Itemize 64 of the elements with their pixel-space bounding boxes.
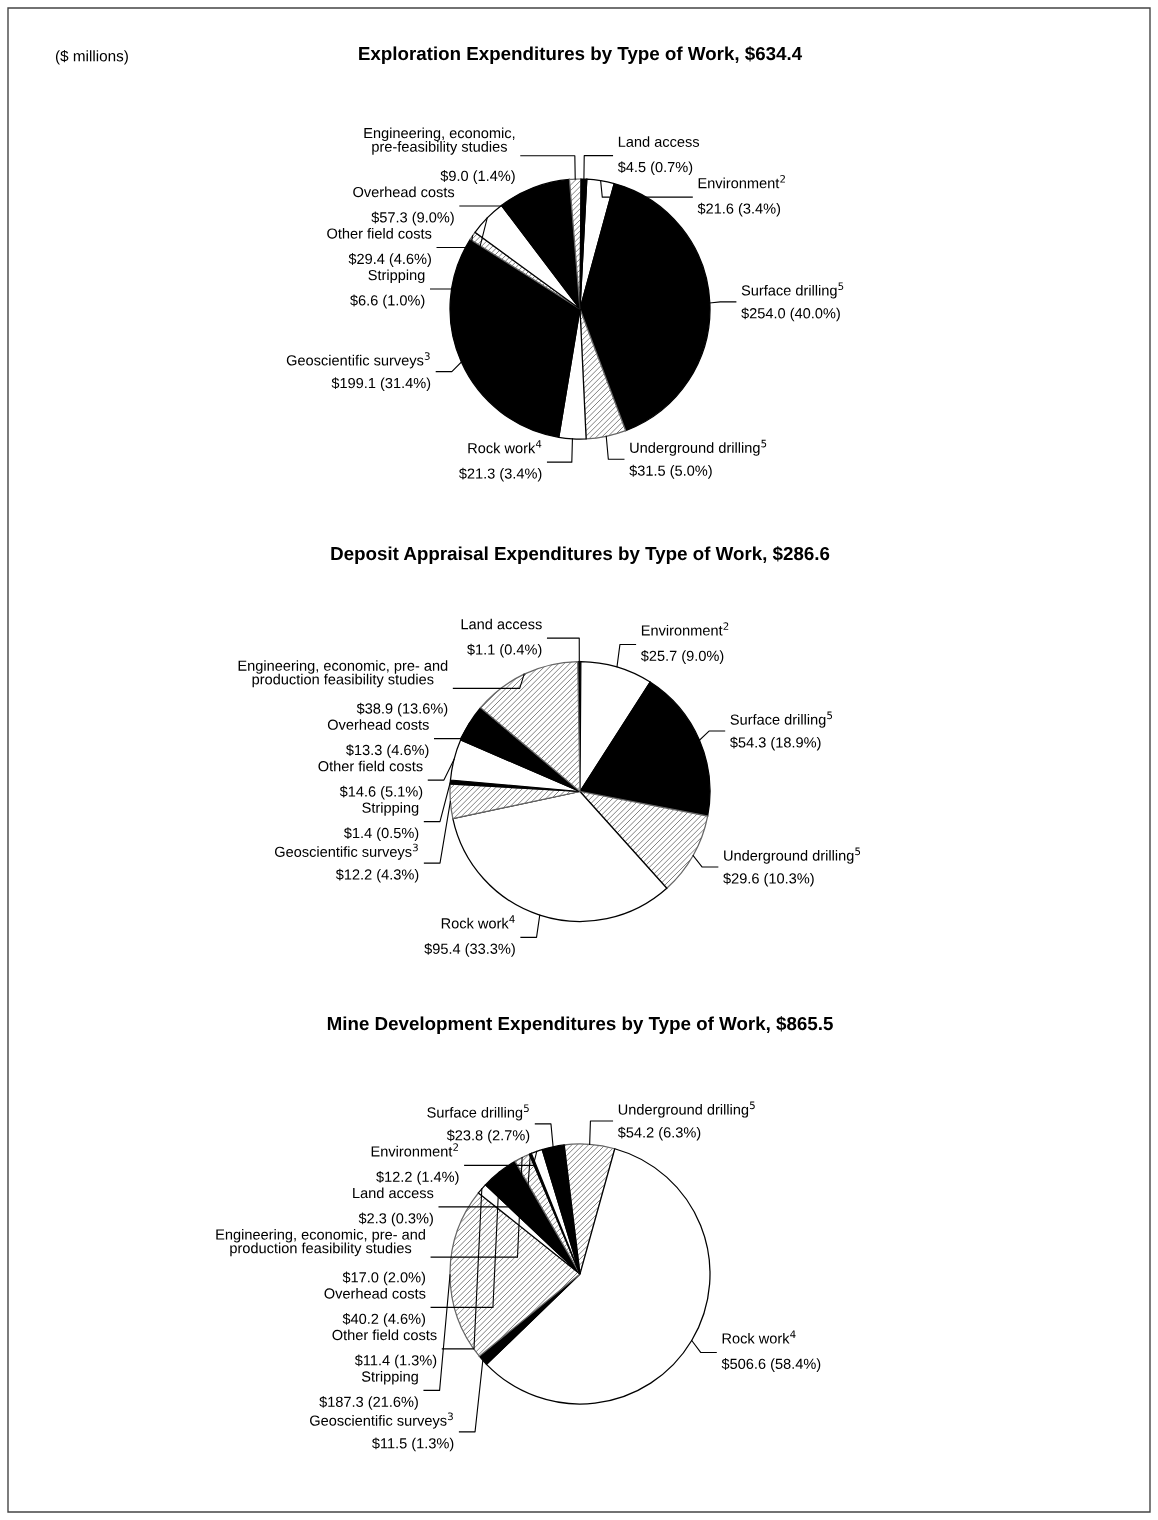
slice-label: Land access	[461, 618, 542, 630]
slice-label: Stripping	[368, 269, 425, 284]
data-label: $25.7 (9.0%)	[640, 650, 724, 664]
data-label: $2.3 (0.3%)	[358, 1212, 433, 1227]
slice-label: Stripping	[361, 1370, 418, 1385]
data-label: $13.3 (4.6%)	[346, 744, 429, 759]
data-label: $54.3 (18.9%)	[729, 736, 821, 751]
slice-label: Rock work$^{4}$	[468, 440, 542, 454]
slice-label: Underground drilling$^{5}$	[630, 439, 767, 456]
chart-title: Mine Development Expenditures by Type of Work, $865.5	[327, 1016, 833, 1034]
data-label: $254.0 (40.0%)	[741, 307, 840, 322]
slice-label: Engineering, economic, pre-feasibility studies	[364, 127, 515, 155]
slice-label: Rock work$^{4}$	[722, 1330, 796, 1344]
data-label: $11.5 (1.3%)	[371, 1437, 454, 1452]
slice-label: Other field costs	[327, 228, 432, 239]
data-label: $1.4 (0.5%)	[343, 827, 419, 842]
chart-title: Exploration Expenditures by Type of Work, $634.4	[359, 46, 803, 64]
data-label: $4.5 (0.7%)	[617, 161, 693, 176]
slice-label: Geoscientific surveys$^{3}$	[286, 352, 430, 369]
slice-label: Surface drilling$^{5}$	[730, 711, 833, 728]
data-label: $21.3 (3.4%)	[458, 467, 542, 482]
slice-label: Engineering, economic, pre- and production feasibility studies	[216, 1228, 425, 1257]
data-label: $40.2 (4.6%)	[342, 1313, 426, 1327]
data-label: $12.2 (1.4%)	[376, 1171, 459, 1185]
data-label: $14.6 (5.1%)	[339, 785, 423, 800]
slice-label: Surface drilling$^{5}$	[427, 1104, 529, 1121]
slice-label: Overhead costs	[324, 1287, 426, 1299]
slice-label: Other field costs	[318, 760, 423, 772]
slice-label: Underground drilling$^{5}$	[618, 1101, 755, 1118]
slice-label: Other field costs	[332, 1329, 437, 1341]
data-label: $31.5 (5.0%)	[629, 464, 712, 479]
slice-label: Geoscientific surveys$^{3}$	[310, 1412, 453, 1429]
text: ($ millions)	[55, 49, 128, 65]
data-label: $95.4 (33.3%)	[424, 942, 515, 957]
data-label: $23.8 (2.7%)	[446, 1129, 530, 1144]
data-label: $506.6 (58.4%)	[721, 1358, 821, 1372]
data-label: $29.4 (4.6%)	[348, 253, 431, 267]
data-label: $29.6 (10.3%)	[723, 872, 814, 887]
slice-label: Environment$^{2}$	[371, 1143, 458, 1157]
chart-title: Deposit Appraisal Expenditures by Type of Work, $286.6	[331, 546, 830, 564]
data-label: $17.0 (2.0%)	[342, 1271, 426, 1286]
slice-label: Environment$^{2}$	[698, 175, 785, 189]
data-label: $199.1 (31.4%)	[331, 377, 431, 392]
data-label: $57.3 (9.0%)	[371, 211, 454, 226]
data-label: $12.2 (4.3%)	[335, 868, 419, 883]
slice-label: Engineering, economic, pre- and production feasibility studies	[238, 660, 448, 688]
data-label: $38.9 (13.6%)	[356, 702, 448, 717]
data-label: $54.2 (6.3%)	[617, 1126, 701, 1141]
slice-label: Land access	[618, 136, 700, 147]
data-label: $6.6 (1.0%)	[350, 294, 425, 309]
slice-label: Overhead costs	[327, 719, 429, 730]
slice-label: Environment$^{2}$	[641, 622, 729, 636]
slice-label: Stripping	[362, 802, 419, 816]
data-label: $187.3 (21.6%)	[319, 1396, 418, 1410]
data-label: $9.0 (1.4%)	[440, 170, 515, 184]
data-label: $1.1 (0.4%)	[467, 643, 542, 658]
data-label: $11.4 (1.3%)	[354, 1354, 437, 1369]
slice-label: Geoscientific surveys$^{3}$	[274, 843, 418, 860]
slice-label: Land access	[353, 1187, 434, 1199]
slice-label: Rock work$^{4}$	[441, 915, 515, 929]
data-label: $21.6 (3.4%)	[697, 202, 781, 217]
slice-label: Overhead costs	[353, 186, 455, 198]
slice-label: Surface drilling$^{5}$	[741, 282, 844, 299]
slice-label: Underground drilling$^{5}$	[724, 847, 861, 864]
